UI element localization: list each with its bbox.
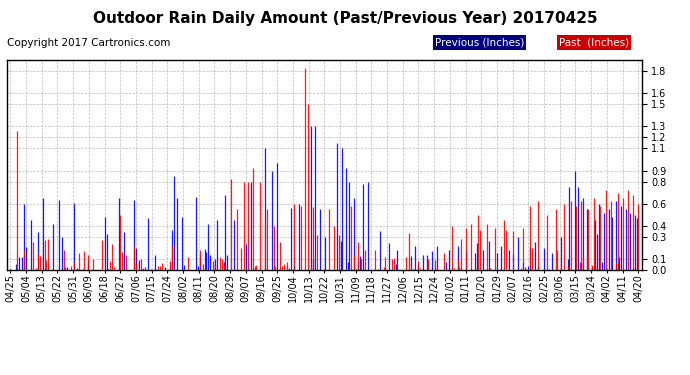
- Text: Outdoor Rain Daily Amount (Past/Previous Year) 20170425: Outdoor Rain Daily Amount (Past/Previous…: [92, 11, 598, 26]
- Text: Previous (Inches): Previous (Inches): [435, 38, 524, 48]
- Text: Copyright 2017 Cartronics.com: Copyright 2017 Cartronics.com: [7, 38, 170, 48]
- Text: Past  (Inches): Past (Inches): [559, 38, 629, 48]
